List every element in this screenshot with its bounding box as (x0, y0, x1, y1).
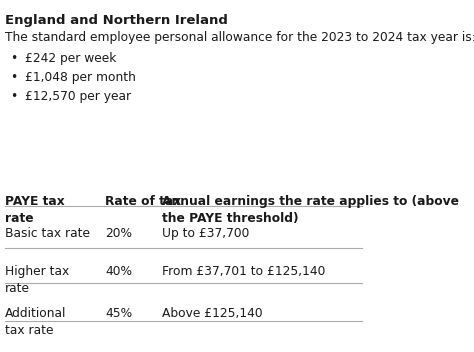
Text: Additional
tax rate: Additional tax rate (5, 307, 66, 337)
Text: Higher tax
rate: Higher tax rate (5, 265, 69, 295)
Text: £242 per week: £242 per week (25, 52, 117, 65)
Text: •: • (10, 52, 18, 65)
Text: The standard employee personal allowance for the 2023 to 2024 tax year is:: The standard employee personal allowance… (5, 31, 474, 44)
Text: 45%: 45% (105, 307, 132, 320)
Text: •: • (10, 71, 18, 84)
Text: Up to £37,700: Up to £37,700 (162, 227, 249, 240)
Text: From £37,701 to £125,140: From £37,701 to £125,140 (162, 265, 325, 278)
Text: Annual earnings the rate applies to (above
the PAYE threshold): Annual earnings the rate applies to (abo… (162, 195, 459, 225)
Text: PAYE tax
rate: PAYE tax rate (5, 195, 64, 225)
Text: 20%: 20% (105, 227, 132, 240)
Text: England and Northern Ireland: England and Northern Ireland (5, 14, 228, 27)
Text: Basic tax rate: Basic tax rate (5, 227, 90, 240)
Text: Rate of tax: Rate of tax (105, 195, 181, 208)
Text: £1,048 per month: £1,048 per month (25, 71, 136, 84)
Text: Above £125,140: Above £125,140 (162, 307, 262, 320)
Text: £12,570 per year: £12,570 per year (25, 90, 131, 103)
Text: 40%: 40% (105, 265, 132, 278)
Text: •: • (10, 90, 18, 103)
